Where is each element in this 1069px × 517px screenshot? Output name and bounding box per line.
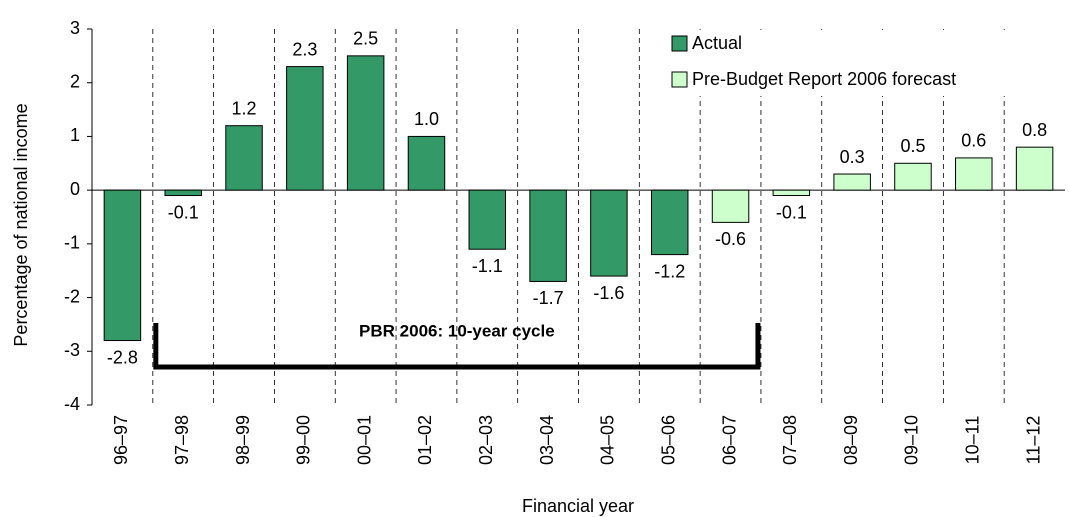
data-label: -1.7 [533, 288, 564, 308]
bar [590, 189, 628, 277]
data-label: -2.8 [107, 347, 138, 367]
bar [772, 189, 811, 197]
x-tick-label: 08–09 [841, 415, 861, 465]
legend-label: Actual [692, 33, 742, 53]
bar [529, 189, 567, 282]
data-label: 0.3 [840, 147, 865, 167]
x-tick-label: 96–97 [111, 415, 131, 465]
x-tick-label: 09–10 [902, 415, 922, 465]
bar [650, 189, 689, 256]
legend-swatch [671, 35, 688, 52]
y-tick-label: 0 [70, 179, 80, 199]
y-tick-label: 1 [70, 125, 80, 145]
data-label: -0.6 [715, 229, 746, 249]
x-tick-label: 07–08 [780, 415, 800, 465]
bar [407, 135, 446, 191]
bar [833, 173, 871, 191]
bar [955, 157, 993, 191]
legend-label: Pre-Budget Report 2006 forecast [692, 69, 956, 89]
x-tick-label: 05–06 [658, 415, 678, 465]
x-axis-title: Financial year [522, 496, 634, 516]
data-label: 0.5 [900, 136, 925, 156]
x-tick-label: 10–11 [963, 416, 983, 465]
x-tick-label: 02–03 [476, 415, 496, 465]
data-label: 0.6 [961, 131, 986, 151]
y-tick-label: -3 [64, 340, 80, 360]
bar [894, 162, 932, 191]
bar [711, 189, 750, 223]
y-tick-label: 2 [70, 71, 80, 91]
x-tick-label: 01–02 [415, 415, 435, 465]
y-tick-label: 3 [70, 18, 80, 38]
x-tick-label: 00–01 [354, 415, 374, 465]
data-label: 2.3 [292, 39, 317, 59]
legend-swatch [671, 71, 688, 88]
cycle-bracket [153, 323, 761, 370]
data-label: 2.5 [353, 29, 378, 49]
x-tick-label: 97–98 [172, 415, 192, 465]
y-axis-title: Percentage of national income [11, 103, 31, 346]
bar [1015, 146, 1054, 191]
data-label: -1.6 [593, 283, 624, 303]
x-tick-label: 04–05 [598, 415, 618, 465]
x-tick-label: 03–04 [537, 415, 557, 465]
data-label: -0.1 [776, 202, 807, 222]
data-label: -0.1 [168, 202, 199, 222]
legend-bg [666, 30, 1046, 96]
data-label: 0.8 [1022, 120, 1047, 140]
y-tick-label: -4 [64, 394, 80, 414]
bar [468, 189, 507, 250]
x-tick-label: 06–07 [719, 415, 739, 465]
bar [225, 125, 263, 191]
x-tick-label: 11–12 [1023, 416, 1043, 465]
annotation: PBR 2006: 10-year cycle [359, 321, 555, 340]
bar [286, 66, 324, 191]
x-tick-label: 98–99 [233, 415, 253, 465]
data-label: 1.0 [414, 109, 439, 129]
y-tick-label: -1 [64, 233, 80, 253]
bar [164, 189, 202, 197]
data-label: -1.2 [654, 261, 685, 281]
y-tick-label: -2 [64, 286, 80, 306]
bar [103, 189, 142, 342]
data-label: -1.1 [472, 256, 503, 276]
data-label: 1.2 [232, 98, 257, 118]
x-tick-label: 99–00 [294, 415, 314, 465]
bar [346, 55, 385, 191]
